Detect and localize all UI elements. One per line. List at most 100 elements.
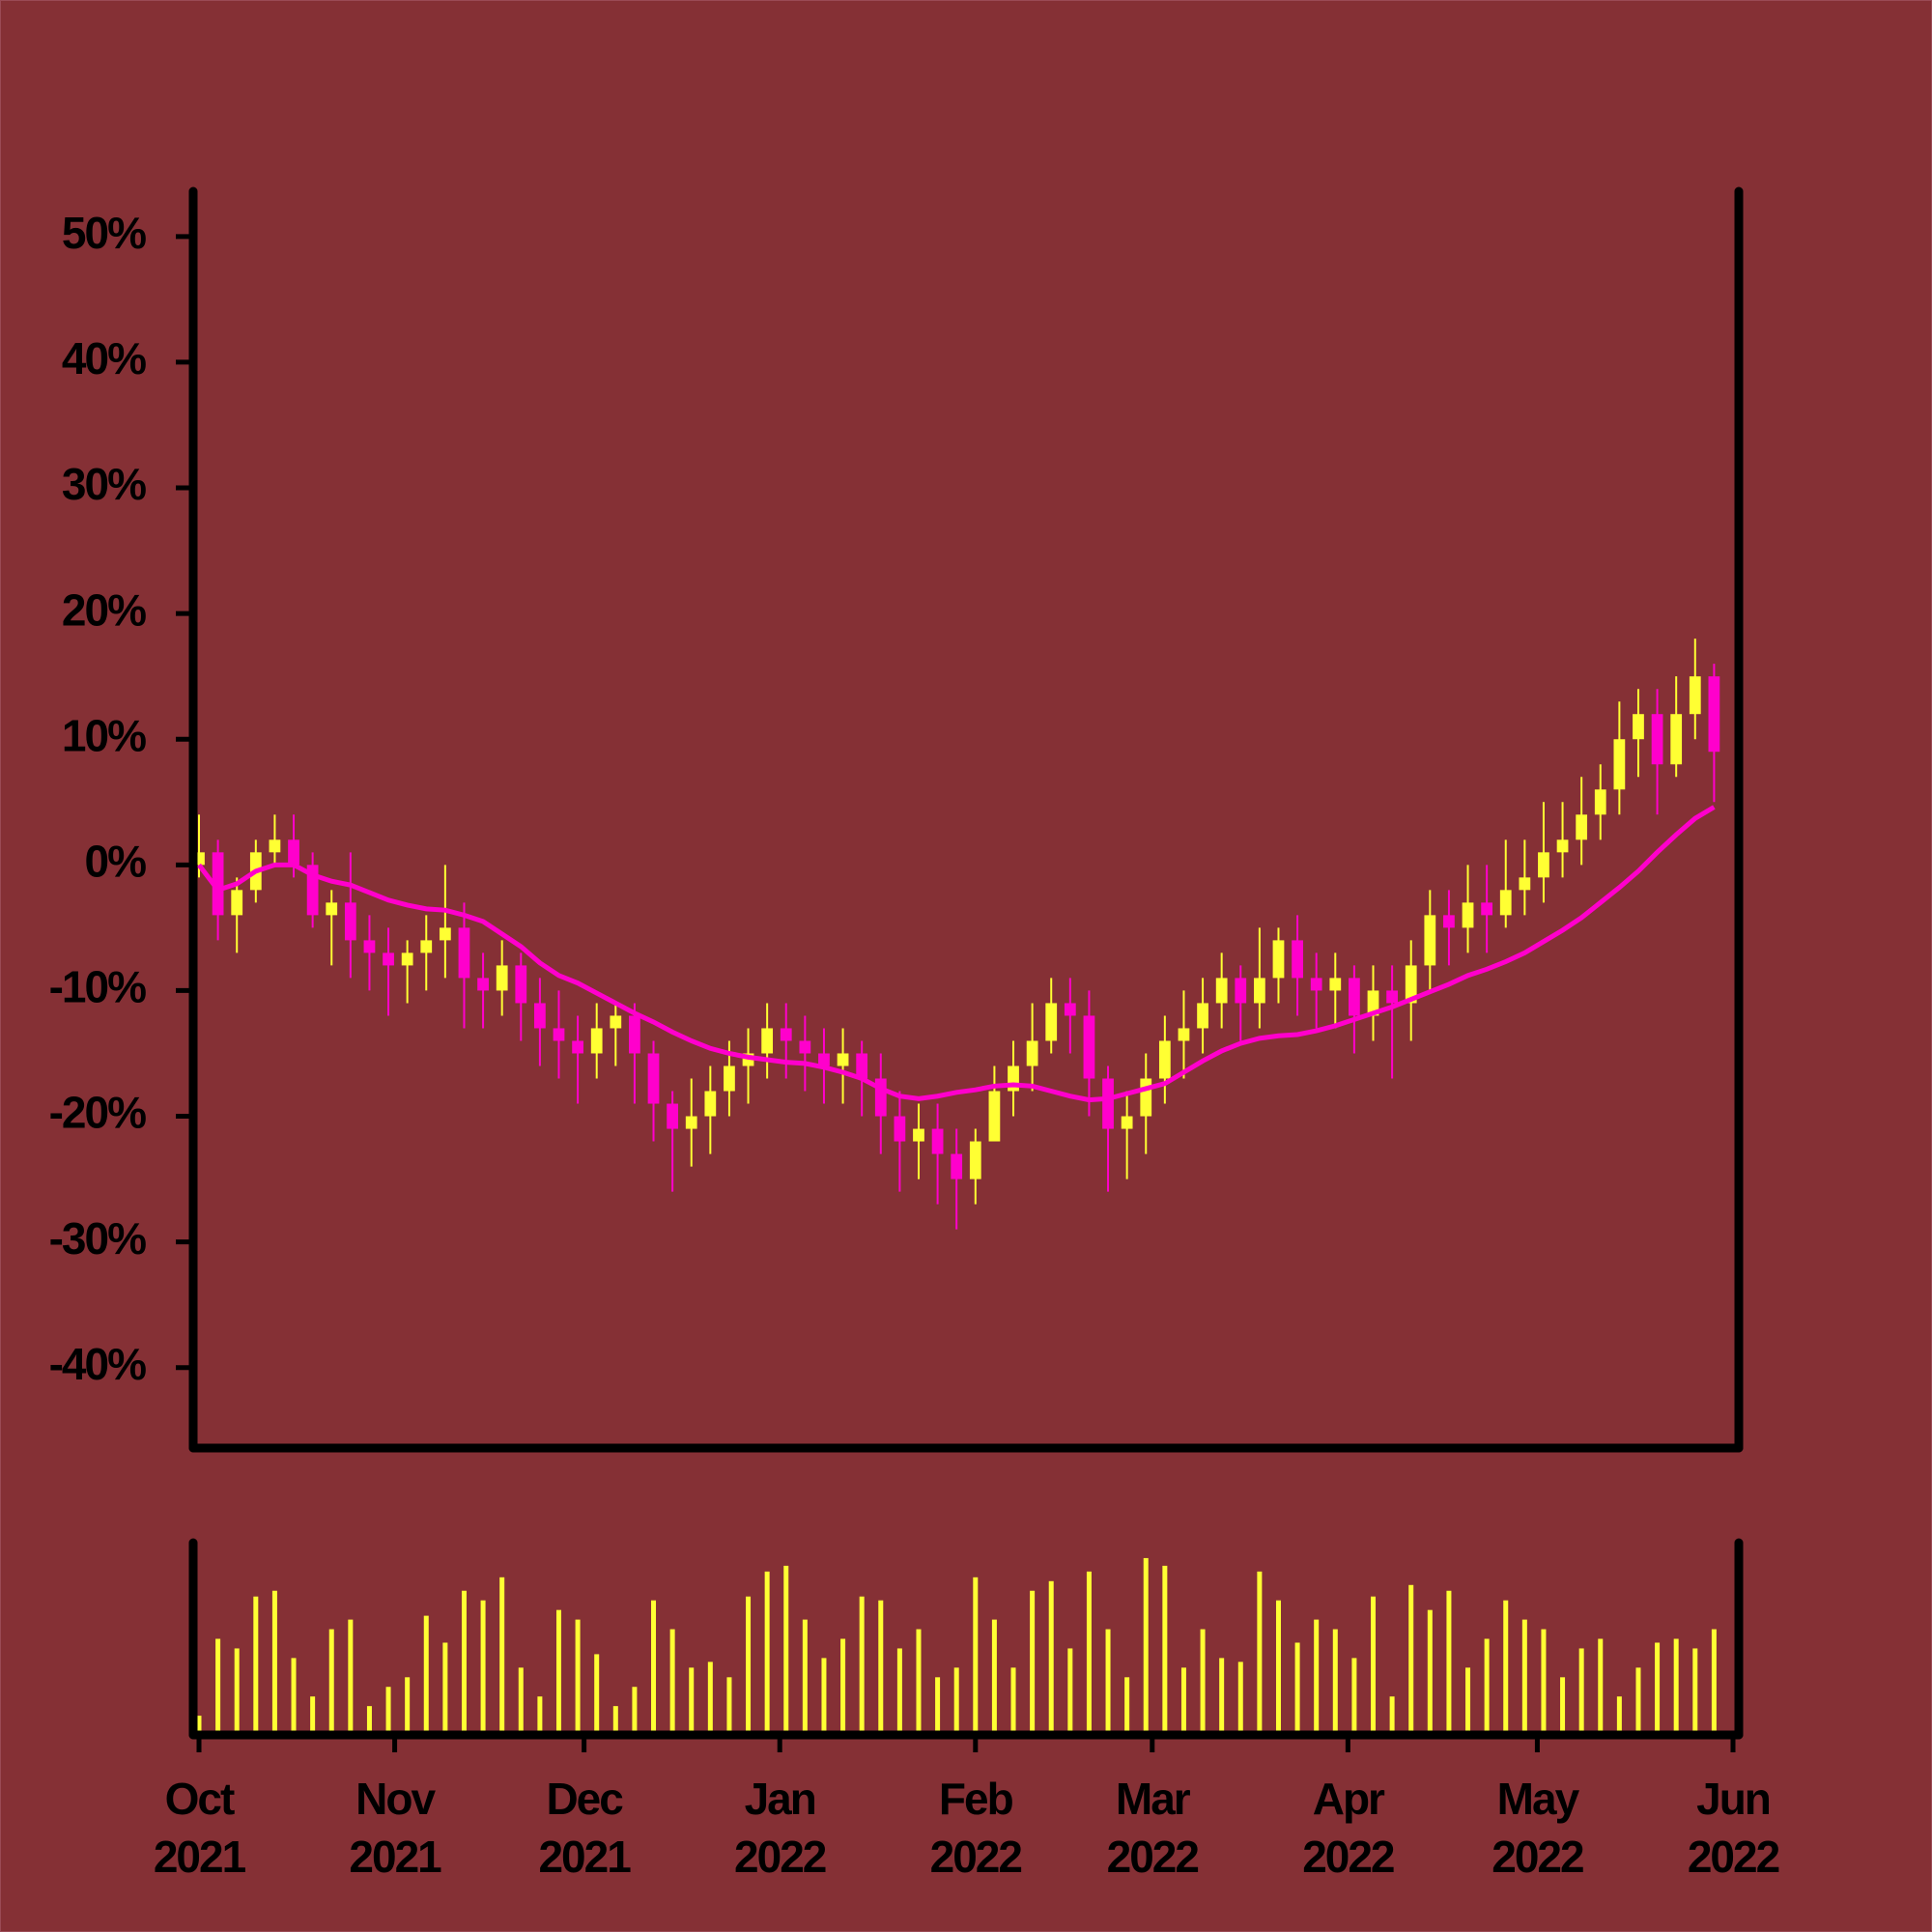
volume-bar <box>632 1687 638 1735</box>
volume-bar <box>1673 1638 1679 1735</box>
y-tick-label: -20% <box>49 1088 146 1138</box>
candle-body <box>1689 676 1701 715</box>
volume-bar <box>689 1667 695 1735</box>
volume-bar <box>575 1619 581 1735</box>
x-tick-label: Oct <box>165 1774 235 1824</box>
volume-bar <box>366 1706 372 1735</box>
volume-bar <box>1711 1629 1717 1735</box>
volume-bar <box>1484 1638 1490 1735</box>
candle-body <box>951 1153 963 1179</box>
volume-bar <box>1655 1642 1661 1735</box>
candle-body <box>610 1015 622 1029</box>
candle-body <box>1008 1065 1019 1092</box>
candle-body <box>1215 978 1228 1004</box>
candle-body <box>1253 978 1265 1004</box>
volume-bar <box>291 1658 297 1735</box>
x-tick-label: 2022 <box>930 1832 1022 1882</box>
x-tick-label: 2022 <box>1302 1832 1394 1882</box>
volume-bar <box>973 1577 979 1735</box>
candle-body <box>439 927 451 941</box>
candle-body <box>572 1040 583 1054</box>
volume-bar <box>1124 1677 1130 1735</box>
candle-body <box>1026 1040 1038 1066</box>
candle-body <box>667 1103 679 1129</box>
volume-bar <box>310 1696 316 1735</box>
y-tick-label: -40% <box>49 1339 146 1389</box>
candle-body <box>269 839 281 853</box>
volume-bar <box>461 1590 467 1735</box>
candle-body <box>1235 978 1247 1004</box>
x-tick-label: 2022 <box>1688 1832 1779 1882</box>
y-tick-label: 0% <box>85 836 147 886</box>
volume-bar <box>1180 1667 1186 1735</box>
candle-body <box>704 1091 717 1117</box>
volume-bar <box>1503 1600 1509 1735</box>
volume-bar <box>1143 1557 1149 1735</box>
volume-bar <box>953 1667 959 1735</box>
volume-bar <box>271 1590 277 1735</box>
candle-body <box>818 1053 830 1066</box>
volume-bar <box>1048 1580 1054 1735</box>
volume-bar <box>1030 1590 1036 1735</box>
candle-body <box>1197 1003 1208 1029</box>
candle-body <box>724 1065 735 1092</box>
volume-bar <box>1200 1629 1206 1735</box>
candle-body <box>477 978 489 991</box>
volume-bar <box>916 1629 922 1735</box>
x-tick-label: Jun <box>1696 1774 1770 1824</box>
x-tick-label: May <box>1497 1774 1580 1824</box>
candle-body <box>988 1091 1001 1142</box>
candle-body <box>288 839 299 866</box>
candle-body <box>1310 978 1322 991</box>
volume-bar <box>878 1600 884 1735</box>
candle-body <box>1158 1040 1171 1079</box>
volume-bar <box>234 1648 240 1735</box>
volume-bar <box>480 1600 486 1735</box>
candle-body <box>1178 1028 1190 1041</box>
volume-bar <box>651 1600 657 1735</box>
volume-bar <box>1521 1619 1527 1735</box>
candle-body <box>647 1053 660 1104</box>
candle-body <box>1556 839 1569 853</box>
candle-body <box>363 940 376 953</box>
volume-bar <box>1578 1648 1584 1735</box>
volume-bar <box>215 1638 221 1735</box>
x-tick-label: 2021 <box>154 1832 246 1882</box>
candle-body <box>1329 978 1342 991</box>
volume-bar <box>1219 1658 1225 1735</box>
y-tick-label: -30% <box>49 1213 146 1264</box>
y-tick-label: 10% <box>62 710 146 760</box>
candle-body <box>496 965 508 991</box>
candle-body <box>1386 990 1398 1004</box>
y-tick-label: 30% <box>62 459 146 509</box>
candle-body <box>742 1053 754 1066</box>
candle-body <box>837 1053 849 1066</box>
volume-bar <box>555 1609 561 1735</box>
volume-bar <box>328 1629 334 1735</box>
candle-body <box>1633 714 1644 740</box>
volume-bar <box>1371 1596 1377 1735</box>
candle-body <box>383 952 394 966</box>
candle-body <box>326 902 338 916</box>
candle-body <box>1349 978 1360 1016</box>
candle-body <box>1424 915 1436 966</box>
volume-bar <box>1351 1658 1357 1735</box>
candle-body <box>913 1128 924 1142</box>
volume-bar <box>442 1642 448 1735</box>
volume-bar <box>991 1619 997 1735</box>
volume-bar <box>1162 1565 1168 1735</box>
x-tick-label: 2022 <box>1107 1832 1199 1882</box>
volume-bar <box>1598 1638 1604 1735</box>
volume-bar <box>1257 1571 1263 1735</box>
y-tick-label: 40% <box>62 333 146 384</box>
volume-bar <box>802 1619 808 1735</box>
candle-body <box>1102 1078 1114 1129</box>
x-tick-label: 2022 <box>734 1832 826 1882</box>
x-tick-label: 2021 <box>349 1832 441 1882</box>
candle-body <box>931 1128 944 1154</box>
volume-bar <box>1616 1696 1622 1735</box>
candle-body <box>306 865 319 916</box>
candle-body <box>894 1116 906 1142</box>
volume-bar <box>196 1716 202 1735</box>
x-tick-label: Mar <box>1116 1774 1191 1824</box>
